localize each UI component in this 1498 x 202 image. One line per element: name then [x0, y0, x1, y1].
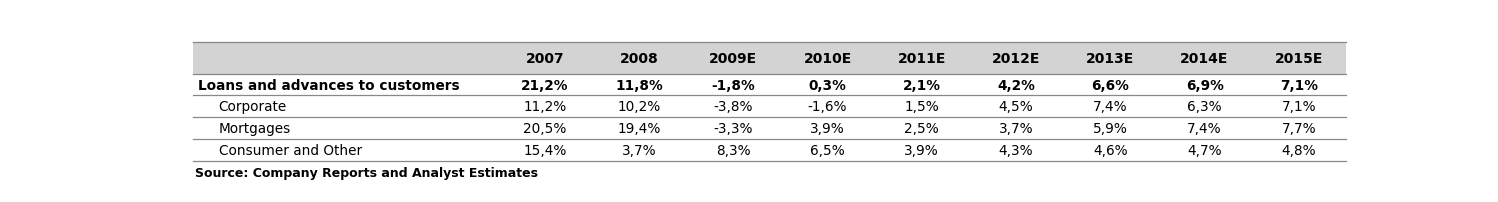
Text: 4,5%: 4,5%: [999, 100, 1034, 114]
Text: 3,7%: 3,7%: [999, 122, 1034, 136]
Text: 21,2%: 21,2%: [521, 78, 568, 92]
Text: 10,2%: 10,2%: [617, 100, 661, 114]
Text: 6,5%: 6,5%: [810, 143, 845, 157]
Text: 2008: 2008: [620, 52, 659, 65]
Text: 4,7%: 4,7%: [1188, 143, 1222, 157]
FancyBboxPatch shape: [193, 43, 1345, 74]
Text: 4,8%: 4,8%: [1281, 143, 1317, 157]
Text: 2012E: 2012E: [992, 52, 1040, 65]
Text: 7,4%: 7,4%: [1094, 100, 1128, 114]
Text: 4,6%: 4,6%: [1094, 143, 1128, 157]
Text: 20,5%: 20,5%: [523, 122, 566, 136]
Text: 4,3%: 4,3%: [999, 143, 1034, 157]
Text: 2013E: 2013E: [1086, 52, 1134, 65]
Text: 7,7%: 7,7%: [1281, 122, 1317, 136]
Text: 4,2%: 4,2%: [998, 78, 1035, 92]
Text: 3,7%: 3,7%: [622, 143, 656, 157]
Text: 19,4%: 19,4%: [617, 122, 661, 136]
Text: 2014E: 2014E: [1180, 52, 1228, 65]
Text: Corporate: Corporate: [219, 100, 286, 114]
Text: 2009E: 2009E: [709, 52, 758, 65]
Text: 7,4%: 7,4%: [1188, 122, 1222, 136]
Text: Loans and advances to customers: Loans and advances to customers: [198, 78, 460, 92]
Text: 2,1%: 2,1%: [903, 78, 941, 92]
Text: 7,1%: 7,1%: [1281, 100, 1317, 114]
Text: 5,9%: 5,9%: [1094, 122, 1128, 136]
Text: 2011E: 2011E: [897, 52, 945, 65]
Text: Consumer and Other: Consumer and Other: [219, 143, 361, 157]
Text: 2015E: 2015E: [1275, 52, 1323, 65]
Text: 15,4%: 15,4%: [523, 143, 566, 157]
Text: -3,3%: -3,3%: [713, 122, 753, 136]
Text: Source: Company Reports and Analyst Estimates: Source: Company Reports and Analyst Esti…: [195, 166, 538, 179]
Text: 6,6%: 6,6%: [1092, 78, 1129, 92]
Text: 0,3%: 0,3%: [809, 78, 846, 92]
Text: 1,5%: 1,5%: [905, 100, 939, 114]
Text: 11,2%: 11,2%: [523, 100, 566, 114]
Text: 2007: 2007: [526, 52, 565, 65]
Text: Mortgages: Mortgages: [219, 122, 291, 136]
Text: 7,1%: 7,1%: [1279, 78, 1318, 92]
Text: -1,6%: -1,6%: [807, 100, 848, 114]
Text: 3,9%: 3,9%: [810, 122, 845, 136]
Text: -1,8%: -1,8%: [712, 78, 755, 92]
Text: 2,5%: 2,5%: [905, 122, 939, 136]
Text: 3,9%: 3,9%: [905, 143, 939, 157]
Text: 11,8%: 11,8%: [616, 78, 662, 92]
Text: -3,8%: -3,8%: [713, 100, 753, 114]
Text: 2010E: 2010E: [803, 52, 852, 65]
Text: 6,9%: 6,9%: [1185, 78, 1224, 92]
Text: 6,3%: 6,3%: [1188, 100, 1222, 114]
Text: 8,3%: 8,3%: [716, 143, 750, 157]
